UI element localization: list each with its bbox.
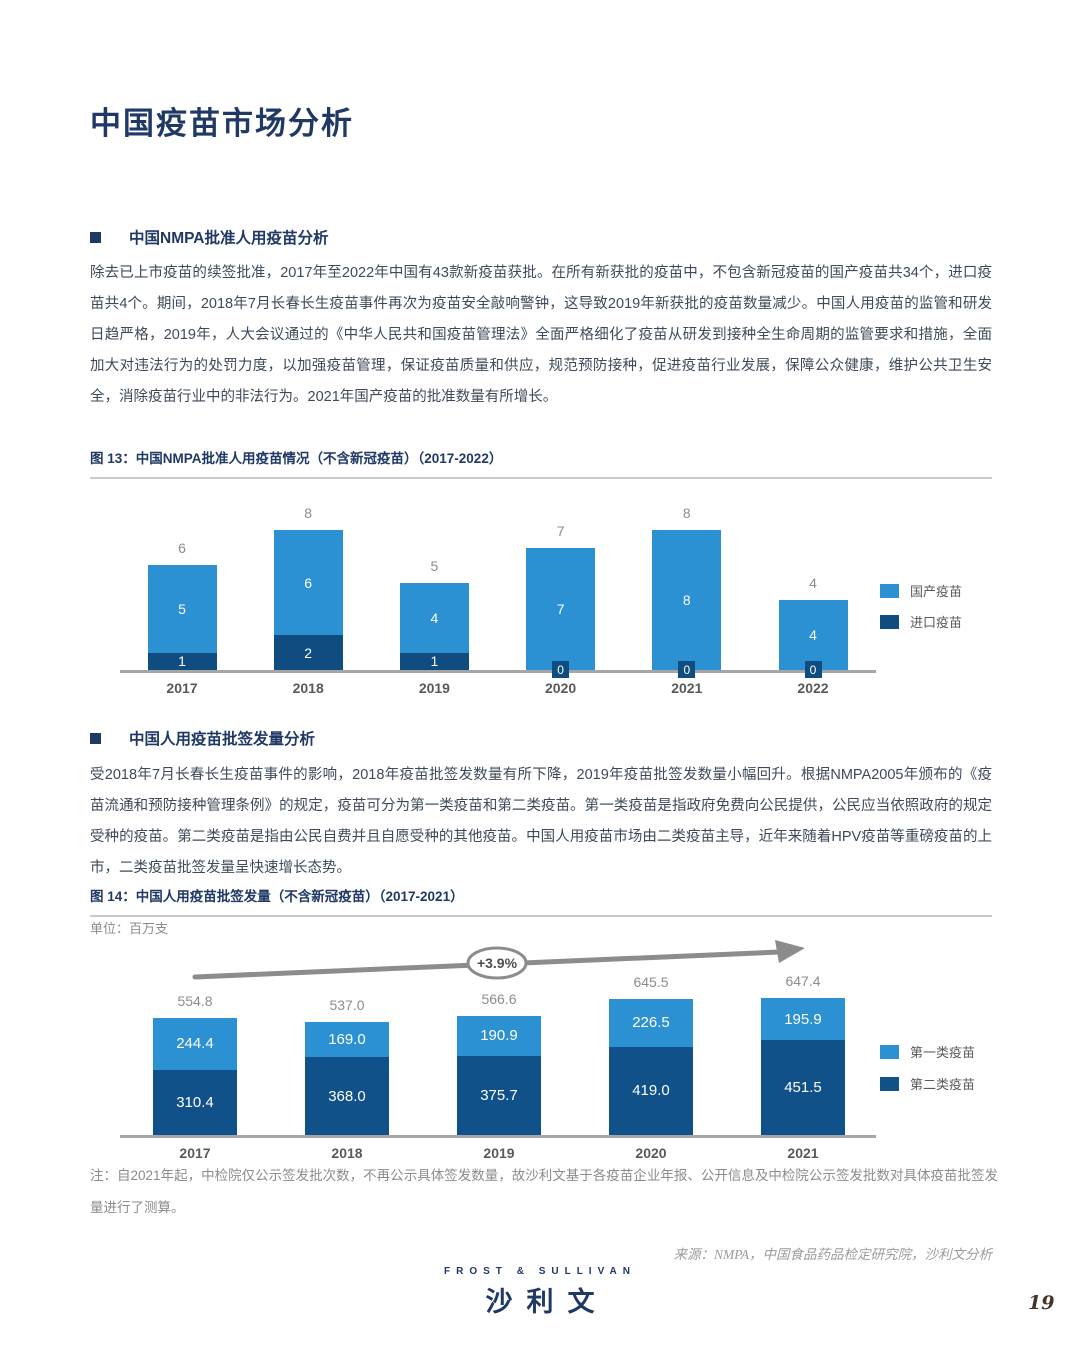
- bar-segment-第二类疫苗: 375.7: [457, 1055, 541, 1135]
- x-axis-label: 2020: [545, 680, 577, 696]
- x-axis-label: 2019: [483, 1145, 515, 1161]
- growth-badge: [466, 946, 528, 980]
- arrowhead-icon: [775, 940, 805, 963]
- zero-value-box: 0: [804, 661, 822, 678]
- bar-segment-国产疫苗: 6: [273, 530, 343, 635]
- bar-segment-第二类疫苗: 310.4: [153, 1069, 237, 1135]
- bar-segment-国产疫苗: 4: [778, 600, 848, 670]
- figure14-caption: 图 14：中国人用疫苗批签发量（不含新冠疫苗）（2017-2021）: [90, 885, 992, 917]
- bar-segment-第一类疫苗: 226.5: [609, 998, 693, 1047]
- bar-segment-第一类疫苗: 244.4: [153, 1017, 237, 1070]
- figure13-caption: 图 13：中国NMPA批准人用疫苗情况（不含新冠疫苗）（2017-2022）: [90, 447, 992, 479]
- legend-label: 第一类疫苗: [910, 1045, 976, 1060]
- bar-segment-国产疫苗: 4: [399, 582, 469, 653]
- zero-value-box: 0: [552, 661, 570, 678]
- x-axis-label: 2017: [166, 680, 198, 696]
- logo-chinese-text: 沙利文: [485, 1287, 609, 1317]
- bar-total-label: 8: [304, 505, 313, 521]
- bar-segment-第二类疫苗: 368.0: [305, 1057, 389, 1135]
- bar-segment-国产疫苗: 8: [652, 530, 722, 670]
- bar-segment-国产疫苗: 7: [526, 547, 596, 670]
- paragraph-lot-release: 受2018年7月长春长生疫苗事件的影响，2018年疫苗批签发数量有所下降，201…: [90, 767, 992, 876]
- bar-segment-国产疫苗: 5: [147, 565, 217, 653]
- x-axis-label: 2021: [671, 680, 703, 696]
- legend-item: 国产疫苗: [880, 581, 962, 600]
- growth-rate-label: +3.9%: [477, 955, 518, 971]
- page-number: 19: [1028, 1292, 1055, 1314]
- zero-value-box: 0: [678, 661, 696, 678]
- frost-sullivan-logo: FROST & SULLIVAN 沙利文: [0, 1266, 1080, 1319]
- square-bullet-icon: [90, 732, 101, 744]
- x-axis-label: 2018: [292, 680, 324, 696]
- bar-total-label: 554.8: [177, 992, 213, 1009]
- bar-segment-第一类疫苗: 195.9: [761, 998, 845, 1040]
- x-axis-label: 2019: [418, 680, 450, 696]
- bar-total-label: 537.0: [329, 996, 365, 1013]
- bar-total-label: 4: [809, 575, 817, 591]
- legend-swatch-icon: [880, 1044, 899, 1059]
- bar-total-label: 7: [556, 522, 565, 539]
- growth-arrow: +3.9%: [192, 940, 805, 980]
- logo-english-text: FROST & SULLIVAN: [444, 1266, 636, 1277]
- legend-item: 第二类疫苗: [880, 1074, 975, 1093]
- bar-segment-第二类疫苗: 419.0: [609, 1046, 693, 1135]
- bar-total-label: 6: [178, 540, 186, 556]
- square-bullet-icon: [90, 231, 101, 243]
- legend-label: 进口疫苗: [910, 615, 963, 630]
- x-axis-line: [120, 1135, 876, 1138]
- page-title: 中国疫苗市场分析: [90, 106, 354, 141]
- bar-segment-第一类疫苗: 169.0: [305, 1021, 389, 1058]
- source-line: 来源：NMPA，中国食品药品检定研究院，沙利文分析: [673, 1247, 992, 1262]
- section-heading-label: 中国人用疫苗批签发量分析: [129, 731, 316, 748]
- legend-swatch-icon: [880, 583, 899, 598]
- bar-segment-第一类疫苗: 190.9: [457, 1015, 541, 1056]
- bar-total-label: 566.6: [481, 990, 517, 1007]
- paragraph-nmpa-approval: 除去已上市疫苗的续签批准，2017年至2022年中国有43款新疫苗获批。在所有新…: [90, 265, 992, 405]
- x-axis-label: 2020: [635, 1145, 667, 1161]
- section-heading-nmpa-approval: 中国NMPA批准人用疫苗分析: [90, 226, 329, 248]
- bar-total-label: 647.4: [785, 973, 821, 990]
- legend-label: 第二类疫苗: [910, 1077, 976, 1092]
- figure14-note: 注：自2021年起，中检院仅公示签发批次数，不再公示具体签发数量，故沙利文基于各…: [90, 1168, 998, 1215]
- x-axis-line: [120, 670, 876, 673]
- figure14-unit-label: 单位：百万支: [90, 921, 169, 936]
- legend-label: 国产疫苗: [910, 584, 963, 599]
- x-axis-label: 2021: [787, 1145, 819, 1161]
- bar-total-label: 645.5: [633, 973, 669, 990]
- x-axis-label: 2017: [179, 1145, 211, 1161]
- bar-segment-进口疫苗: 2: [273, 635, 343, 670]
- bar-segment-进口疫苗: 1: [399, 652, 469, 670]
- bar-total-label: 5: [430, 557, 439, 574]
- section-heading-lot-release: 中国人用疫苗批签发量分析: [90, 727, 315, 749]
- section-heading-label: 中国NMPA批准人用疫苗分析: [129, 230, 329, 247]
- legend-swatch-icon: [880, 614, 899, 629]
- legend-item: 进口疫苗: [880, 612, 962, 631]
- legend-swatch-icon: [880, 1076, 899, 1091]
- bar-segment-进口疫苗: 1: [147, 652, 217, 670]
- x-axis-label: 2018: [331, 1145, 363, 1161]
- legend-item: 第一类疫苗: [880, 1042, 975, 1061]
- x-axis-label: 2022: [797, 680, 829, 696]
- bar-segment-第二类疫苗: 451.5: [761, 1039, 845, 1135]
- bar-total-label: 8: [682, 505, 691, 521]
